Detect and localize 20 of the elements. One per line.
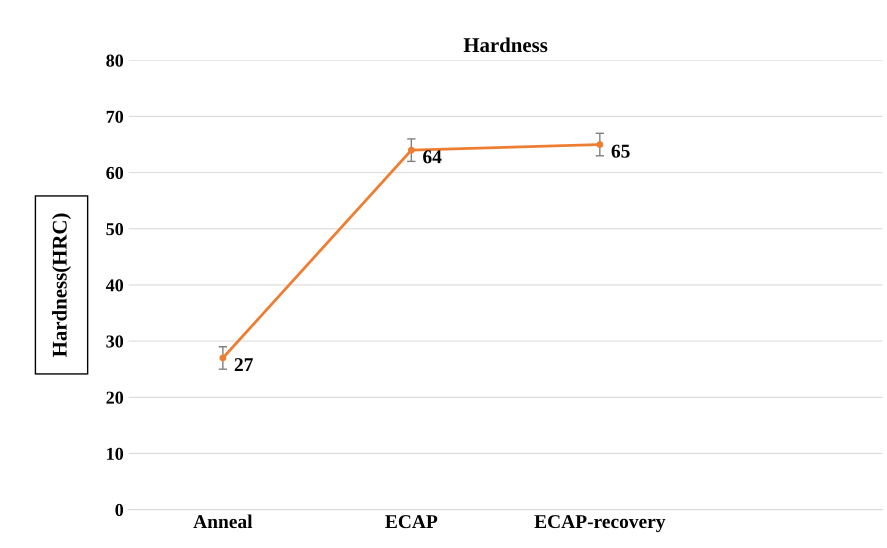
y-tick-label: 30 <box>106 335 124 348</box>
y-tick-label: 60 <box>106 166 124 180</box>
data-label: 64 <box>423 150 442 164</box>
y-tick-label: 50 <box>106 223 124 236</box>
x-tick-label: ECAP-recovery <box>534 515 666 532</box>
point <box>408 146 415 154</box>
chart-title: Hardness <box>464 37 548 52</box>
point <box>219 354 226 362</box>
x-tick-label: ECAP <box>385 515 438 528</box>
y-tick-label: 10 <box>107 448 124 460</box>
y-tick-label: 0 <box>115 504 124 516</box>
y-tick-label: 40 <box>106 279 124 292</box>
y-axis-title: Hardness(HRC) <box>52 214 71 357</box>
data-label: 27 <box>234 358 253 371</box>
x-tick-label: Anneal <box>193 514 252 528</box>
y-tick-label: 20 <box>106 392 124 404</box>
data-label: 65 <box>612 144 630 158</box>
y-tick-label: 70 <box>106 110 124 123</box>
y-tick-label: 80 <box>106 54 124 67</box>
point <box>596 141 604 148</box>
